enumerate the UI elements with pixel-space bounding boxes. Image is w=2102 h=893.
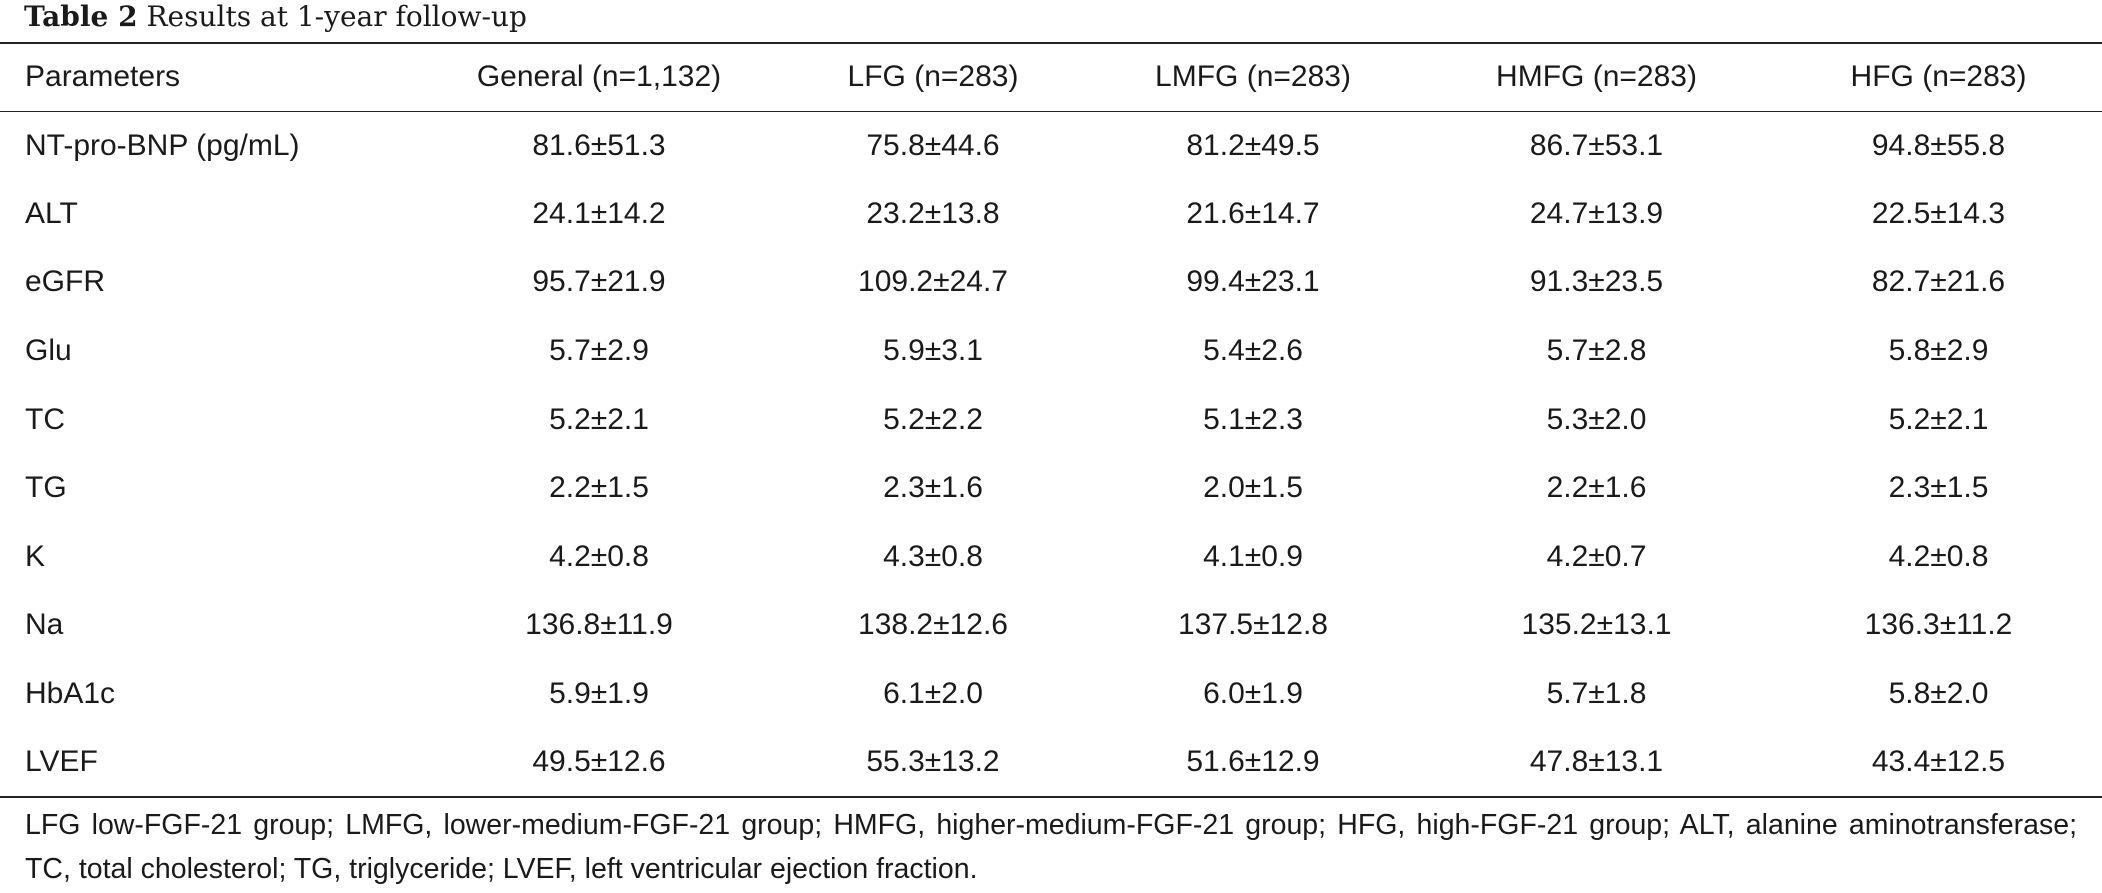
table-cell: 5.2±2.1	[549, 402, 649, 436]
table-cell: 5.3±2.0	[1546, 402, 1647, 436]
row-parameter-label: ALT	[25, 196, 78, 230]
table-cell: 4.2±0.8	[549, 539, 649, 573]
table-cell: 137.5±12.8	[1178, 608, 1328, 642]
column-header-parameters: Parameters	[0, 42, 420, 112]
table-cell: 49.5±12.6	[420, 728, 778, 798]
table-cell: 136.3±11.2	[1864, 608, 2013, 642]
table-cell: 5.4±2.6	[1203, 334, 1303, 368]
table-caption-label: Table 2	[24, 0, 138, 33]
column-header-hmfg: HMFG (n=283)	[1418, 42, 1775, 112]
table-row: TC 5.2±2.1 5.2±2.2 5.1±2.3 5.3±2.0 5.2±2…	[0, 385, 2102, 454]
row-parameter-label: HbA1c	[25, 677, 116, 711]
table-footnote: LFG low-FGF-21 group; LMFG, lower-medium…	[25, 809, 2077, 885]
table-cell: 75.8±44.6	[866, 128, 1000, 162]
table-row: HbA1c 5.9±1.9 6.1±2.0 6.0±1.9 5.7±1.8 5.…	[0, 660, 2102, 729]
results-table-container: Parameters General (n=1,132) LFG (n=283)…	[0, 42, 2102, 798]
table-cell: 94.8±55.8	[1871, 128, 2006, 162]
table-cell: 5.8±2.0	[1888, 677, 1989, 711]
row-parameter-label: TC	[25, 402, 65, 436]
table-cell: 136.8±11.9	[525, 608, 673, 642]
table-cell: 5.9±1.9	[549, 677, 649, 711]
table-cell: 2.2±1.5	[549, 471, 649, 505]
table-cell: 2.2±1.6	[1546, 471, 1647, 505]
table-cell: 81.2±49.5	[1186, 128, 1320, 162]
table-cell: 109.2±24.7	[858, 265, 1008, 299]
table-cell: 24.7±13.9	[1529, 196, 1664, 230]
table-cell: 4.1±0.9	[1203, 539, 1303, 573]
row-parameter-label: eGFR	[25, 265, 106, 299]
table-cell: 5.1±2.3	[1203, 402, 1303, 436]
column-header-hfg: HFG (n=283)	[1775, 42, 2102, 112]
table-cell: 135.2±13.1	[1521, 608, 1672, 642]
results-table: Parameters General (n=1,132) LFG (n=283)…	[0, 42, 2102, 798]
table-caption: Table 2 Results at 1-year follow-up	[24, 0, 527, 34]
table-cell: 5.7±1.8	[1546, 677, 1647, 711]
table-cell: 6.1±2.0	[883, 677, 983, 711]
table-cell: 5.7±2.8	[1546, 334, 1647, 368]
table-row: LVEF 49.5±12.6 55.3±13.2 51.6±12.9 47.8±…	[0, 728, 2102, 798]
table-cell: 24.1±14.2	[532, 196, 666, 230]
table-cell: 81.6±51.3	[532, 128, 666, 162]
table-caption-text: Results at 1-year follow-up	[146, 0, 527, 33]
table-cell: 43.4±12.5	[1775, 728, 2102, 798]
table-cell: 5.9±3.1	[883, 334, 983, 368]
table-row: Na 136.8±11.9 138.2±12.6 137.5±12.8 135.…	[0, 591, 2102, 660]
table-cell: 22.5±14.3	[1871, 196, 2006, 230]
table-header-row: Parameters General (n=1,132) LFG (n=283)…	[0, 42, 2102, 112]
table-cell: 23.2±13.8	[866, 196, 1000, 230]
table-row: Glu 5.7±2.9 5.9±3.1 5.4±2.6 5.7±2.8 5.8±…	[0, 317, 2102, 386]
table-row: eGFR 95.7±21.9 109.2±24.7 99.4±23.1 91.3…	[0, 248, 2102, 317]
table-cell: 2.0±1.5	[1203, 471, 1303, 505]
table-cell: 2.3±1.5	[1888, 471, 1989, 505]
table-row: NT-pro-BNP (pg/mL) 81.6±51.3 75.8±44.6 8…	[0, 111, 2102, 180]
table-cell: 2.3±1.6	[883, 471, 983, 505]
table-cell: 86.7±53.1	[1529, 128, 1664, 162]
table-row: TG 2.2±1.5 2.3±1.6 2.0±1.5 2.2±1.6 2.3±1…	[0, 454, 2102, 523]
table-cell: 99.4±23.1	[1186, 265, 1320, 299]
table-cell: 4.2±0.8	[1888, 539, 1989, 573]
table-cell: 5.2±2.2	[883, 402, 983, 436]
row-parameter-label: Na	[25, 608, 64, 642]
table-cell: 5.2±2.1	[1888, 402, 1989, 436]
table-cell: 5.8±2.9	[1888, 334, 1989, 368]
table-cell: 51.6±12.9	[1088, 728, 1418, 798]
table-cell: 6.0±1.9	[1203, 677, 1303, 711]
column-header-lfg: LFG (n=283)	[778, 42, 1088, 112]
column-header-general: General (n=1,132)	[420, 42, 778, 112]
table-cell: 5.7±2.9	[549, 334, 649, 368]
table-cell: 21.6±14.7	[1186, 196, 1320, 230]
table-cell: 55.3±13.2	[778, 728, 1088, 798]
table-cell: 82.7±21.6	[1871, 265, 2006, 299]
table-cell: 91.3±23.5	[1529, 265, 1664, 299]
table-cell: 4.2±0.7	[1546, 539, 1647, 573]
table-cell: 138.2±12.6	[858, 608, 1008, 642]
table-cell: 95.7±21.9	[532, 265, 666, 299]
row-parameter-label: K	[25, 539, 46, 573]
table-cell: 4.3±0.8	[883, 539, 983, 573]
table-cell: 47.8±13.1	[1418, 728, 1775, 798]
table-row: ALT 24.1±14.2 23.2±13.8 21.6±14.7 24.7±1…	[0, 180, 2102, 249]
row-parameter-label: LVEF	[0, 728, 420, 798]
row-parameter-label: NT-pro-BNP (pg/mL)	[25, 128, 300, 162]
row-parameter-label: Glu	[25, 334, 72, 368]
column-header-lmfg: LMFG (n=283)	[1088, 42, 1418, 112]
row-parameter-label: TG	[25, 471, 67, 505]
table-row: K 4.2±0.8 4.3±0.8 4.1±0.9 4.2±0.7 4.2±0.…	[0, 523, 2102, 592]
